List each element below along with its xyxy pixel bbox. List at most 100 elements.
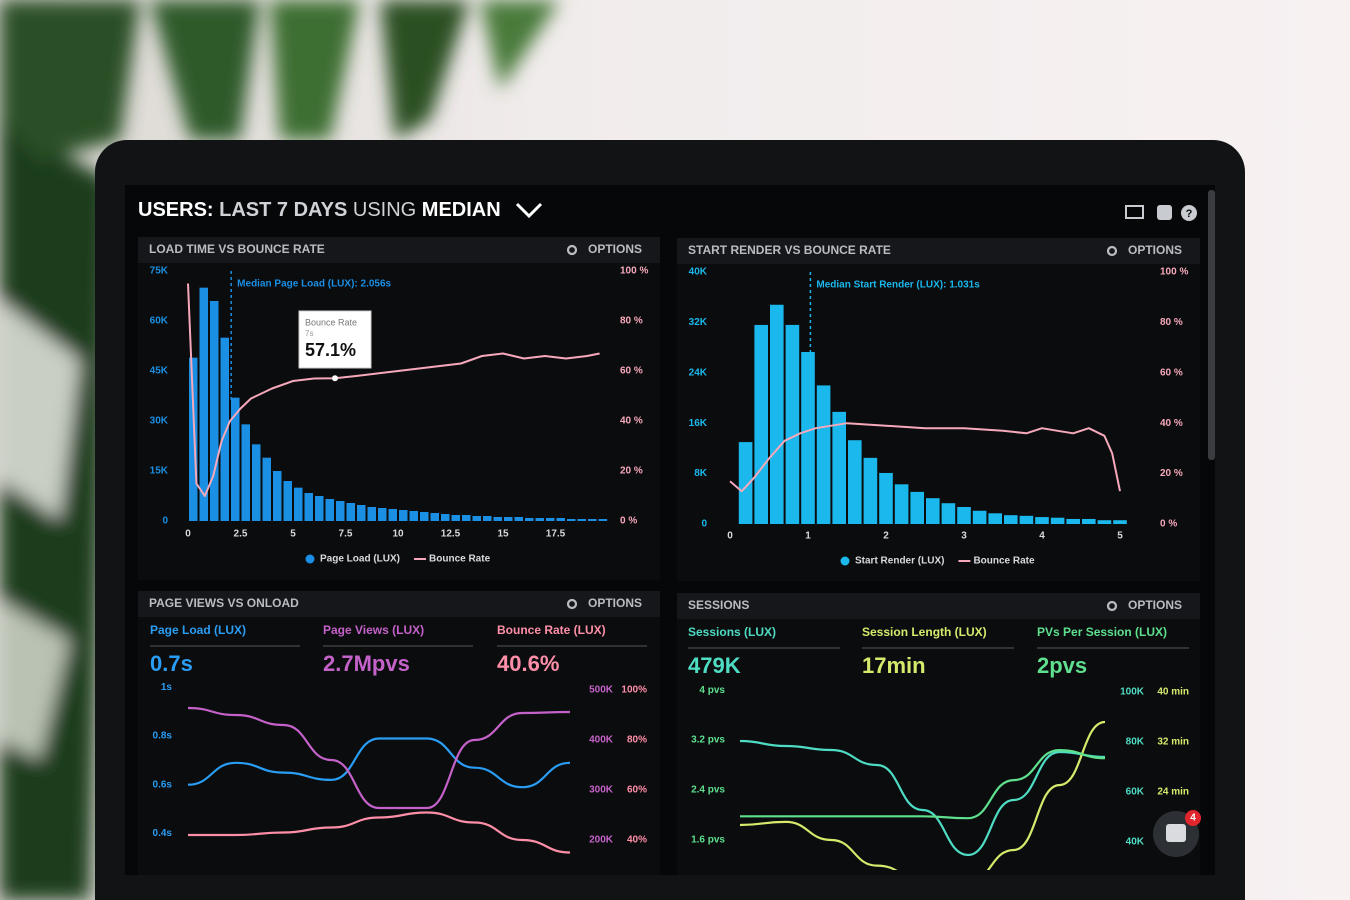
bar	[294, 487, 303, 521]
x-tick-label: 5	[1117, 531, 1123, 542]
bar	[252, 444, 261, 521]
series-line	[187, 737, 571, 789]
median-label: Median Start Render (LUX): 1.031s	[816, 280, 980, 291]
bar	[273, 471, 282, 521]
monitor-icon[interactable]	[1125, 205, 1144, 219]
bar	[241, 424, 250, 521]
bar	[441, 514, 450, 521]
help-icon[interactable]	[1181, 205, 1197, 221]
y-tick-label: 400K	[589, 735, 614, 746]
panel-header	[677, 238, 1200, 264]
panel-header	[138, 591, 660, 617]
series-line	[739, 739, 1106, 857]
dashboard-title[interactable]: USERS: LAST 7 DAYS USING MEDIAN	[138, 199, 501, 221]
kpi-value: 0.7s	[150, 651, 193, 676]
title-part[interactable]: LAST 7 DAYS	[219, 199, 347, 221]
legend-label: Bounce Rate	[429, 554, 491, 565]
bar	[210, 301, 219, 521]
kpi-label: Session Length (LUX)	[862, 625, 987, 639]
chat-badge	[1185, 810, 1201, 826]
x-tick-label: 5	[290, 529, 296, 540]
y-tick-label: 24K	[689, 367, 708, 378]
chat-badge-count: 4	[1190, 813, 1196, 824]
options-button[interactable]: OPTIONS	[1128, 243, 1182, 257]
options-gear	[566, 244, 578, 256]
bar	[199, 287, 208, 521]
y-tick-label: 60 %	[620, 366, 643, 377]
y-tick-label: 300K	[589, 785, 614, 796]
bar	[863, 457, 878, 524]
x-tick-label: 0	[727, 531, 733, 542]
series-line	[187, 706, 571, 810]
bar	[972, 510, 987, 524]
kpi-label: PVs Per Session (LUX)	[1037, 625, 1167, 639]
panel-header	[677, 593, 1200, 619]
bar	[336, 501, 345, 521]
kpi-label: Page Views (LUX)	[323, 623, 424, 637]
x-tick-label: 7.5	[339, 529, 353, 540]
y-tick-label: 20 %	[620, 466, 643, 477]
panel-title: START RENDER VS BOUNCE RATE	[688, 243, 891, 257]
bar	[910, 491, 924, 524]
tooltip-value: 57.1%	[305, 340, 356, 360]
bar	[325, 499, 334, 521]
bar	[483, 516, 492, 521]
options-gear	[1106, 600, 1118, 612]
y-tick-label: 60 %	[1160, 367, 1183, 378]
y-tick-label: 2.4 pvs	[691, 785, 725, 796]
bar	[451, 515, 460, 521]
tooltip-point	[332, 375, 338, 382]
bar	[567, 519, 576, 521]
share-icon[interactable]	[1157, 205, 1172, 220]
y-tick-label: 40 %	[1160, 418, 1183, 429]
panel-title: LOAD TIME VS BOUNCE RATE	[149, 242, 325, 256]
y-tick-label: 8K	[694, 468, 708, 479]
bar	[754, 324, 768, 524]
y-tick-label: 20 %	[1160, 468, 1183, 479]
bar	[1066, 518, 1080, 524]
bar	[848, 440, 862, 524]
legend-marker	[840, 556, 850, 566]
y-tick-label: 30K	[150, 416, 169, 427]
title-part: USING	[353, 199, 416, 221]
y-tick-label: 80%	[627, 735, 647, 746]
scrollbar[interactable]	[1208, 190, 1215, 460]
options-button[interactable]: OPTIONS	[588, 242, 642, 256]
bar	[816, 385, 831, 524]
options-button[interactable]: OPTIONS	[588, 596, 642, 610]
x-tick-label: 12.5	[441, 529, 461, 540]
bar	[514, 517, 523, 521]
y-tick-label: 60K	[1126, 787, 1145, 798]
kpi-value: 40.6%	[497, 651, 559, 676]
panels: LOAD TIME VS BOUNCE RATE OPTIONS015K30K45…	[138, 237, 1200, 875]
y-tick-label: 100 %	[620, 266, 648, 277]
bar	[304, 493, 313, 521]
bar	[598, 519, 607, 521]
tooltip-title: Bounce Rate	[305, 317, 357, 327]
y-tick-label: 0.4s	[153, 828, 173, 839]
bar	[988, 513, 1002, 524]
options-button[interactable]: OPTIONS	[1128, 598, 1182, 612]
bar	[262, 457, 271, 521]
bar	[430, 513, 439, 521]
bar	[420, 512, 429, 521]
y-tick-label: 0 %	[1160, 519, 1177, 530]
x-tick-label: 17.5	[546, 529, 566, 540]
y-tick-label: 0	[162, 516, 168, 527]
tooltip-subtitle: 7s	[305, 329, 313, 338]
legend-label: Start Render (LUX)	[855, 556, 944, 567]
options-gear	[1106, 245, 1118, 257]
help-glyph: ?	[1186, 208, 1193, 220]
title-part[interactable]: MEDIAN	[422, 199, 501, 221]
bar	[879, 472, 893, 524]
x-tick-label: 1	[805, 531, 811, 542]
dropdown-chevron[interactable]	[515, 202, 543, 219]
bar	[231, 397, 240, 521]
bar	[399, 510, 408, 521]
y-tick-label: 40 %	[620, 416, 643, 427]
bar	[588, 519, 597, 521]
kpi-label: Page Load (LUX)	[150, 623, 246, 637]
kpi-label: Sessions (LUX)	[688, 625, 776, 639]
bar	[1097, 520, 1112, 524]
